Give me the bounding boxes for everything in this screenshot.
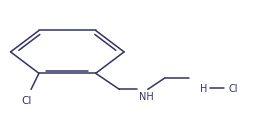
- Text: Cl: Cl: [22, 95, 32, 105]
- Text: Cl: Cl: [228, 84, 238, 93]
- Text: NH: NH: [139, 91, 154, 101]
- Text: H: H: [200, 84, 207, 93]
